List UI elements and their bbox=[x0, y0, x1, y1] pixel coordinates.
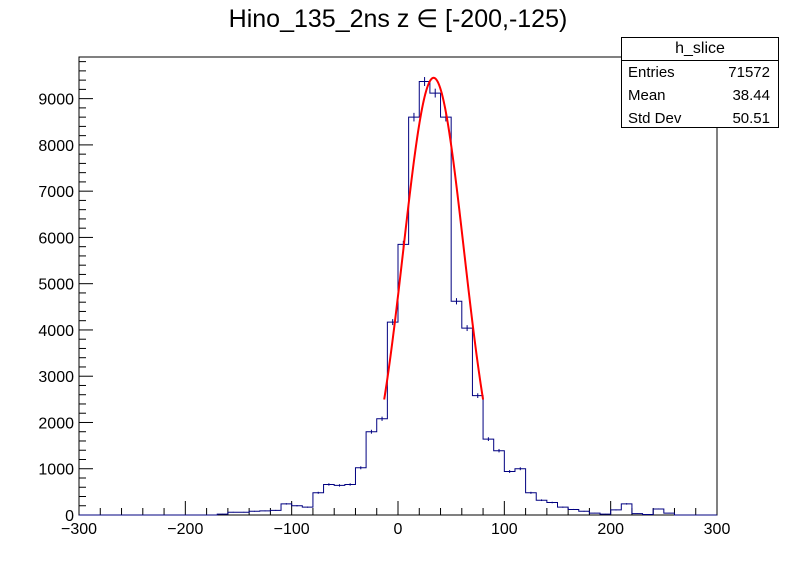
stats-row-mean: Mean 38.44 bbox=[622, 84, 778, 107]
x-tick-label: 100 bbox=[491, 521, 518, 538]
stats-label: Entries bbox=[628, 64, 675, 81]
y-tick-label: 2000 bbox=[38, 415, 74, 432]
tick-labels: −300 −200 −100 0 100 200 300010002000300040005… bbox=[38, 92, 730, 538]
gaussian-fit-curve bbox=[383, 76, 485, 400]
stats-value: 38.44 bbox=[732, 87, 770, 104]
y-tick-label: 6000 bbox=[38, 230, 74, 247]
y-tick-label: 8000 bbox=[38, 138, 74, 155]
x-tick-label: −300 bbox=[61, 521, 97, 538]
stats-label: Mean bbox=[628, 87, 666, 104]
y-tick-label: 7000 bbox=[38, 184, 74, 201]
stats-row-entries: Entries 71572 bbox=[622, 61, 778, 84]
error-bars bbox=[222, 77, 670, 515]
stats-box: h_slice Entries 71572 Mean 38.44 Std Dev… bbox=[621, 37, 779, 128]
stats-row-stddev: Std Dev 50.51 bbox=[622, 107, 778, 130]
y-tick-label: 1000 bbox=[38, 462, 74, 479]
y-tick-label: 3000 bbox=[38, 369, 74, 386]
x-tick-label: −200 bbox=[167, 521, 203, 538]
y-tick-label: 5000 bbox=[38, 277, 74, 294]
chart-title: Hino_135_2ns z ∈ [-200,-125) bbox=[228, 5, 568, 33]
stats-value: 50.51 bbox=[732, 110, 770, 127]
x-tick-label: −100 bbox=[274, 521, 310, 538]
y-tick-label: 4000 bbox=[38, 323, 74, 340]
x-tick-label: 200 bbox=[597, 521, 624, 538]
stats-value: 71572 bbox=[728, 64, 770, 81]
y-tick-label: 0 bbox=[65, 508, 74, 525]
y-tick-label: 9000 bbox=[38, 92, 74, 109]
axis-ticks bbox=[78, 61, 718, 516]
stats-title: h_slice bbox=[622, 38, 778, 61]
stats-label: Std Dev bbox=[628, 110, 682, 127]
x-tick-label: 300 bbox=[704, 521, 731, 538]
x-tick-label: 0 bbox=[394, 521, 403, 538]
